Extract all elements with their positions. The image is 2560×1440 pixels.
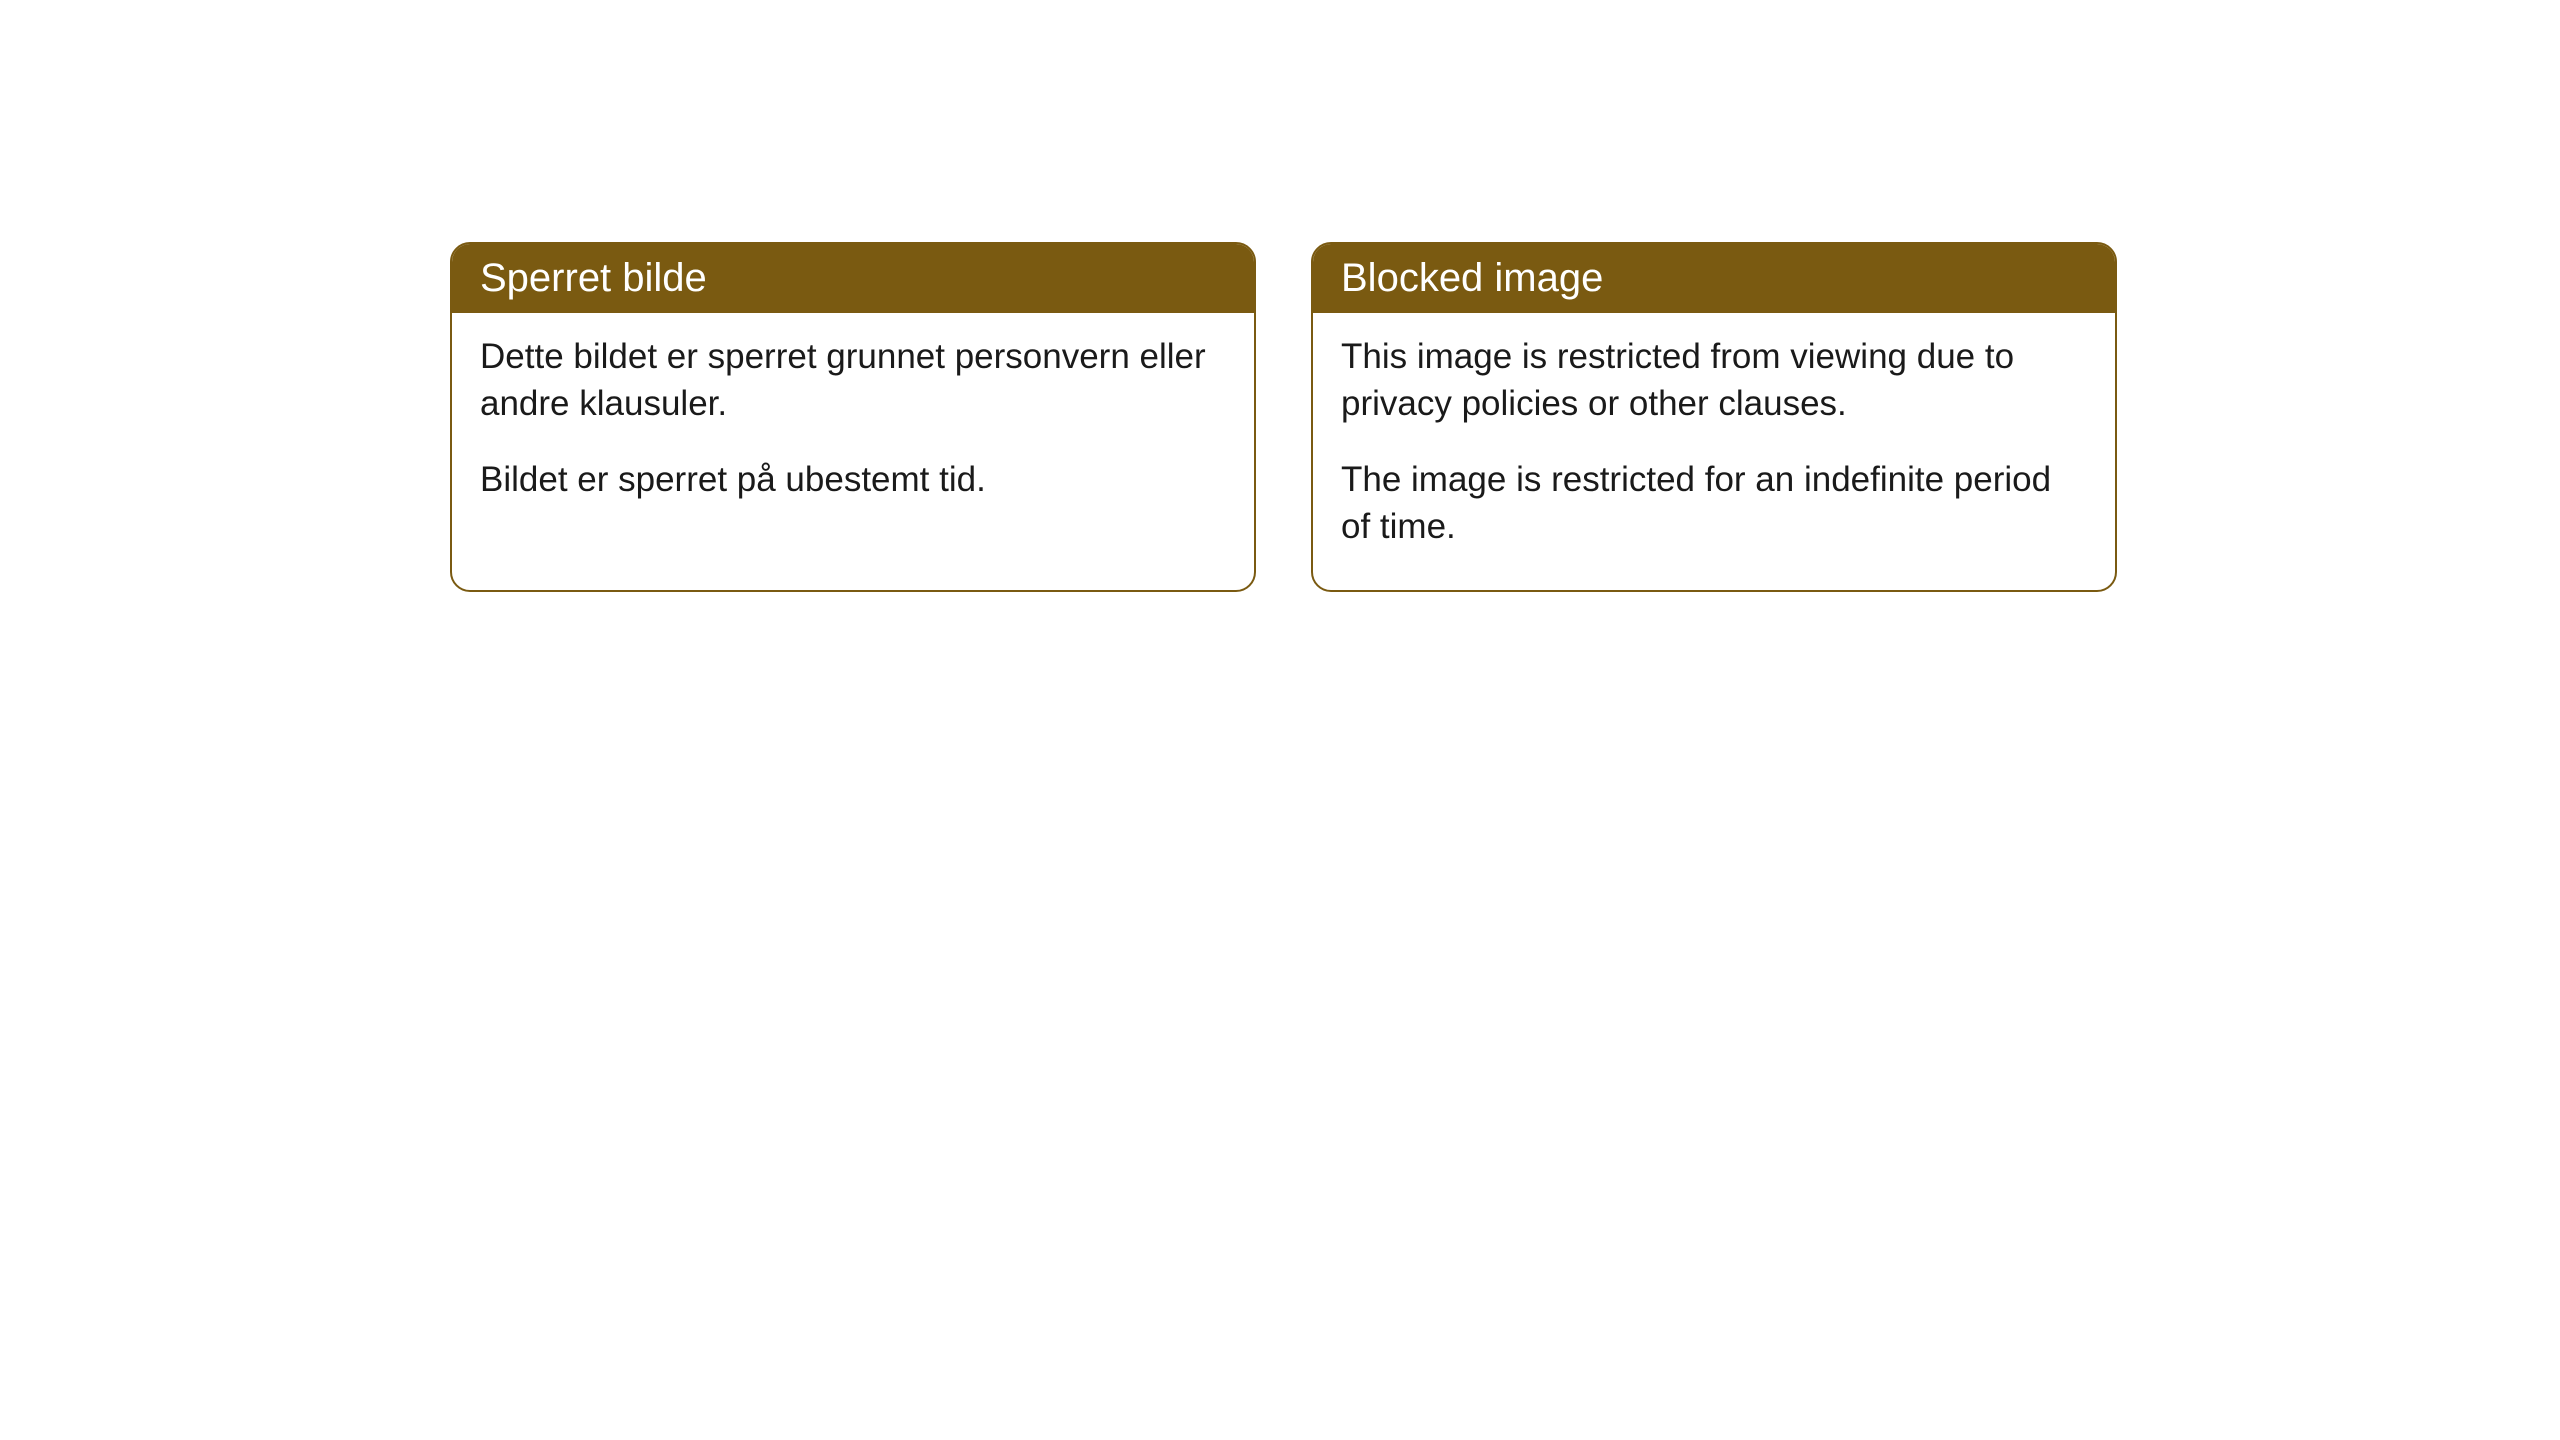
blocked-image-card-norwegian: Sperret bilde Dette bildet er sperret gr… [450,242,1256,592]
card-paragraph: This image is restricted from viewing du… [1341,333,2087,428]
blocked-image-card-english: Blocked image This image is restricted f… [1311,242,2117,592]
card-title: Sperret bilde [480,256,707,300]
card-paragraph: Bildet er sperret på ubestemt tid. [480,456,1226,503]
card-header: Sperret bilde [452,244,1254,313]
card-header: Blocked image [1313,244,2115,313]
card-paragraph: The image is restricted for an indefinit… [1341,456,2087,551]
card-body: This image is restricted from viewing du… [1313,313,2115,590]
card-paragraph: Dette bildet er sperret grunnet personve… [480,333,1226,428]
card-body: Dette bildet er sperret grunnet personve… [452,313,1254,543]
notice-cards-container: Sperret bilde Dette bildet er sperret gr… [450,242,2117,592]
card-title: Blocked image [1341,256,1603,300]
